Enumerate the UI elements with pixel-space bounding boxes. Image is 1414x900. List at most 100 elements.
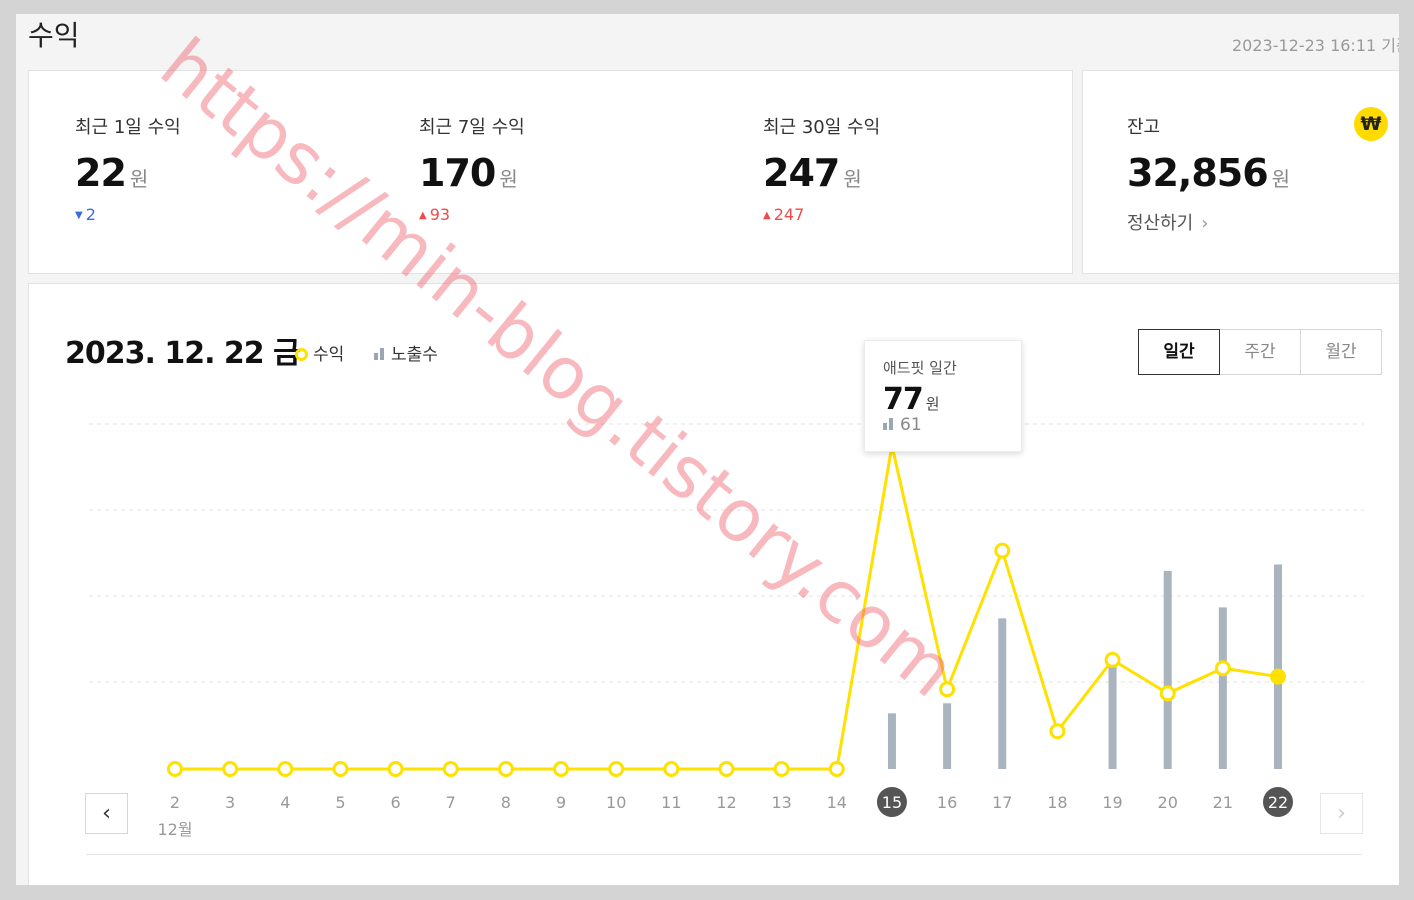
chevron-right-icon: › (1201, 213, 1209, 234)
stat-delta-value: 2 (85, 205, 96, 224)
impression-bar (1218, 607, 1227, 769)
chart-card: 2 3 4 5 6 7 8 9 10 11 12 13 14 15 16 17 18 19 20 21 22 12월 20… (28, 283, 1399, 885)
revenue-point (387, 761, 404, 777)
tooltip-value: 77 원 (883, 382, 1021, 417)
stat-delta-value: 93 (429, 205, 451, 224)
revenue-point (828, 761, 845, 777)
revenue-chart: 2 3 4 5 6 7 8 9 10 11 12 13 14 15 16 17 18 19 20 21 22 12월 (89, 423, 1364, 839)
stat-value: 22 원 (75, 151, 181, 195)
stat-unit: 원 (499, 167, 518, 191)
tooltip-number: 77 (883, 382, 924, 417)
balance-unit: 원 (1271, 167, 1291, 191)
revenue-point (222, 761, 239, 777)
balance-label: 잔고 (1127, 117, 1161, 138)
stat-delta: ▼ 2 (75, 205, 181, 224)
revenue-point (608, 761, 625, 777)
bar-chart-icon (883, 418, 895, 430)
tooltip-impressions-value: 61 (900, 415, 922, 435)
stat-value: 247 원 (763, 151, 880, 195)
legend-revenue-label: 수익 (313, 345, 345, 365)
x-tick-label: 3 (225, 793, 235, 812)
legend-impressions-label: 노출수 (391, 345, 438, 365)
revenue-point (1270, 668, 1286, 685)
stat-delta: ▲ 247 (763, 205, 880, 224)
revenue-point (939, 681, 956, 698)
triangle-up-icon: ▲ (763, 210, 771, 221)
stat-label: 최근 7일 수익 (419, 117, 525, 138)
tooltip-unit: 원 (925, 395, 940, 413)
stat-unit: 원 (843, 167, 862, 191)
stat-delta-value: 247 (773, 205, 805, 224)
stat-label: 최근 30일 수익 (763, 117, 881, 138)
settle-label: 정산하기 (1127, 213, 1194, 234)
impression-bar (943, 703, 952, 769)
tooltip-impressions: 61 (883, 415, 1021, 435)
chevron-right-icon: › (1337, 800, 1346, 826)
revenue-point (167, 761, 183, 777)
prev-button[interactable]: ‹ (85, 793, 128, 834)
updated-timestamp: 2023-12-23 16:11 기준 (1232, 36, 1399, 55)
revenue-point (718, 761, 735, 777)
impression-bar (1274, 564, 1282, 769)
revenue-point (442, 761, 459, 777)
settle-link[interactable]: 정산하기 › (1127, 209, 1290, 235)
x-tick-label: 17 (992, 793, 1012, 812)
revenue-point (994, 542, 1011, 559)
x-tick-label: 4 (280, 793, 290, 812)
stat-label: 최근 1일 수익 (75, 117, 181, 138)
balance-value: 32,856 원 (1127, 151, 1290, 195)
stat-unit: 원 (129, 167, 149, 191)
summary-card: 최근 1일 수익 22 원 ▼ 2 최근 7일 수익 170 원 ▲ 93 최근 30일… (28, 70, 1073, 274)
tab-daily[interactable]: 일간 (1138, 329, 1220, 375)
x-tick-label: 15 (882, 793, 902, 812)
next-button[interactable]: › (1320, 793, 1363, 834)
revenue-point (773, 761, 790, 777)
x-tick-label: 10 (606, 793, 626, 812)
chart-date: 2023. 12. 22 금 (65, 336, 301, 371)
stat-1day: 최근 1일 수익 22 원 ▼ 2 (75, 113, 181, 224)
impression-bar (1163, 570, 1172, 769)
triangle-up-icon: ▲ (419, 210, 427, 221)
selected-day-marker (1263, 787, 1293, 817)
x-tick-label: 19 (1102, 793, 1122, 812)
revenue-point (497, 761, 514, 777)
month-label: 12월 (157, 820, 192, 839)
revenue-point (277, 761, 294, 777)
page-title: 수익 (28, 19, 80, 52)
chart-tooltip: 애드핏 일간 77 원 61 (864, 340, 1022, 452)
revenue-point (332, 761, 349, 777)
revenue-point (1159, 685, 1176, 702)
x-tick-label: 2 (170, 793, 180, 812)
tab-weekly[interactable]: 주간 (1219, 329, 1301, 375)
x-tick-label: 9 (556, 793, 566, 812)
revenue-point (663, 761, 680, 777)
stat-delta: ▲ 93 (419, 205, 525, 224)
x-tick-label: 22 (1268, 793, 1288, 812)
revenue-point (1049, 723, 1066, 740)
won-icon: ₩ (1354, 107, 1388, 141)
stat-number: 22 (75, 151, 127, 195)
x-tick-label: 18 (1047, 793, 1067, 812)
tab-monthly[interactable]: 월간 (1300, 329, 1382, 375)
chevron-left-icon: ‹ (102, 800, 111, 826)
x-tick-label: 21 (1213, 793, 1233, 812)
x-tick-label: 12 (716, 793, 736, 812)
x-tick-label: 8 (501, 793, 511, 812)
revenue-point (1214, 660, 1231, 677)
stat-number: 170 (419, 151, 496, 195)
x-tick-label: 16 (937, 793, 957, 812)
x-tick-label: 7 (446, 793, 456, 812)
tooltip-title: 애드핏 일간 (883, 359, 957, 377)
legend-impressions: 노출수 (374, 340, 438, 365)
stat-30day: 최근 30일 수익 247 원 ▲ 247 (763, 113, 880, 224)
x-tick-label: 13 (771, 793, 791, 812)
x-tick-label: 20 (1158, 793, 1178, 812)
circle-icon (295, 348, 308, 361)
impression-bar (887, 713, 896, 769)
revenue-point (1104, 651, 1121, 668)
revenue-point (553, 761, 570, 777)
selected-day-marker (876, 787, 907, 817)
legend-revenue: 수익 (295, 340, 344, 365)
balance-card: 잔고 32,856 원 정산하기 › ₩ (1082, 70, 1399, 274)
stat-value: 170 원 (419, 151, 525, 195)
